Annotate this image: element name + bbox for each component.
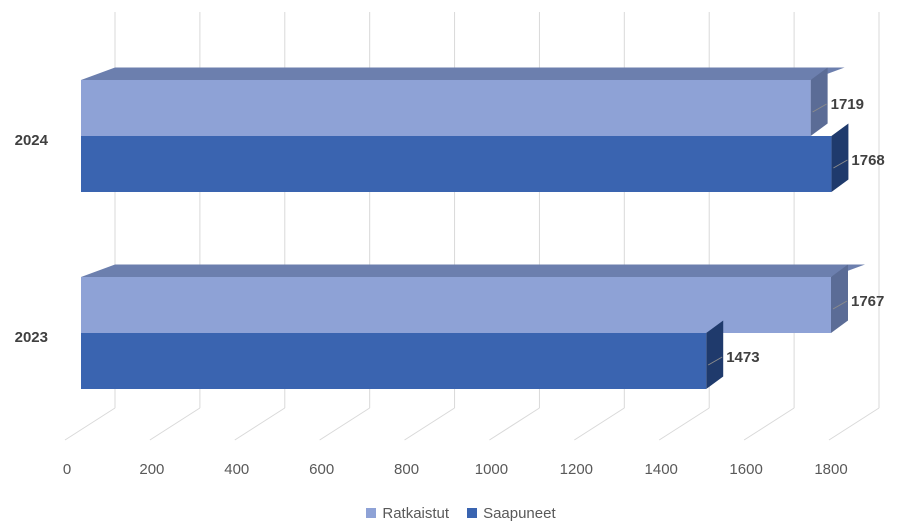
legend-label-saapuneet: Saapuneet: [483, 504, 556, 522]
bar-top-face: [81, 264, 865, 277]
legend-label-ratkaistut: Ratkaistut: [382, 504, 450, 522]
floor-line: [658, 407, 710, 441]
bar-top-face: [81, 67, 845, 80]
x-tick-label: 400: [224, 461, 249, 478]
bar-side-face: [810, 67, 828, 136]
category-label: 2023: [15, 329, 48, 346]
data-label-leader: [832, 300, 848, 310]
chart-svg: 0 200 400 600 800 1000 1200 1400 1600 1800 2024 171…: [15, 12, 885, 478]
bar: [81, 136, 832, 192]
bar-side-face: [831, 123, 849, 192]
data-label: 1768: [851, 152, 884, 169]
floor-line: [489, 407, 540, 441]
x-tick-label: 0: [63, 461, 71, 478]
data-label-leader: [707, 356, 723, 366]
floor-line: [319, 407, 370, 441]
bar: [81, 80, 811, 136]
legend-swatch-ratkaistut: [366, 508, 377, 518]
data-label: 1473: [726, 349, 759, 366]
bar: [81, 277, 831, 333]
floor-line: [64, 407, 116, 441]
data-label: 1767: [851, 293, 884, 310]
floor-line: [234, 407, 286, 441]
category-label: 2024: [15, 132, 49, 149]
floor-line: [149, 407, 201, 441]
x-tick-label: 600: [309, 461, 334, 478]
floor-line: [404, 407, 455, 441]
x-tick-label: 1200: [560, 461, 593, 478]
legend-swatch-saapuneet: [467, 508, 478, 518]
x-tick-label: 200: [139, 461, 164, 478]
x-tick-label: 1800: [814, 461, 847, 478]
legend-item-ratkaistut: Ratkaistut: [366, 505, 449, 522]
bar-side-face: [706, 320, 724, 389]
floor-line: [828, 407, 880, 441]
legend: Ratkaistut Saapuneet: [0, 503, 922, 523]
legend-item-saapuneet: Saapuneet: [467, 505, 556, 522]
x-tick-label: 800: [394, 461, 419, 478]
bar-side-face: [830, 264, 848, 333]
x-tick-label: 1000: [475, 461, 508, 478]
x-tick-label: 1400: [645, 461, 678, 478]
data-label-leader: [833, 159, 848, 169]
x-tick-label: 1600: [729, 461, 762, 478]
floor-line: [574, 407, 625, 441]
data-label-leader: [812, 103, 827, 113]
bar: [81, 333, 707, 389]
floor-line: [743, 407, 795, 441]
data-label: 1719: [831, 96, 864, 113]
